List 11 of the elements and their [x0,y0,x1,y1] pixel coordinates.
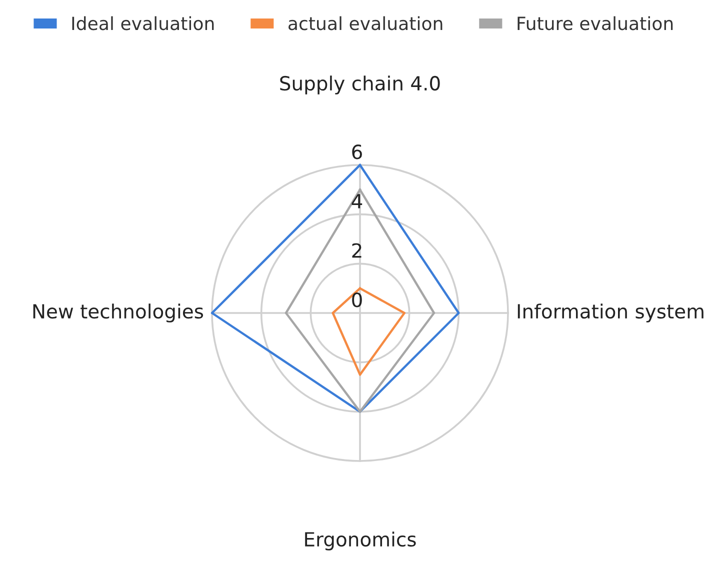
spoke-label: Supply chain 4.0 [280,76,440,94]
legend-label: Ideal evaluation [72,16,214,30]
y-tick-label: 4 [352,194,362,208]
spoke-label: Information system [518,304,704,322]
spoke-label: Ergonomics [305,532,416,550]
legend-label: Future evaluation [518,16,673,30]
y-tick-label: 0 [352,292,362,308]
y-tick-label: 6 [352,144,362,160]
legend-label: actual evaluation [288,16,442,30]
spoke-label: New technologies [33,304,204,322]
y-tick-label: 2 [352,243,362,258]
